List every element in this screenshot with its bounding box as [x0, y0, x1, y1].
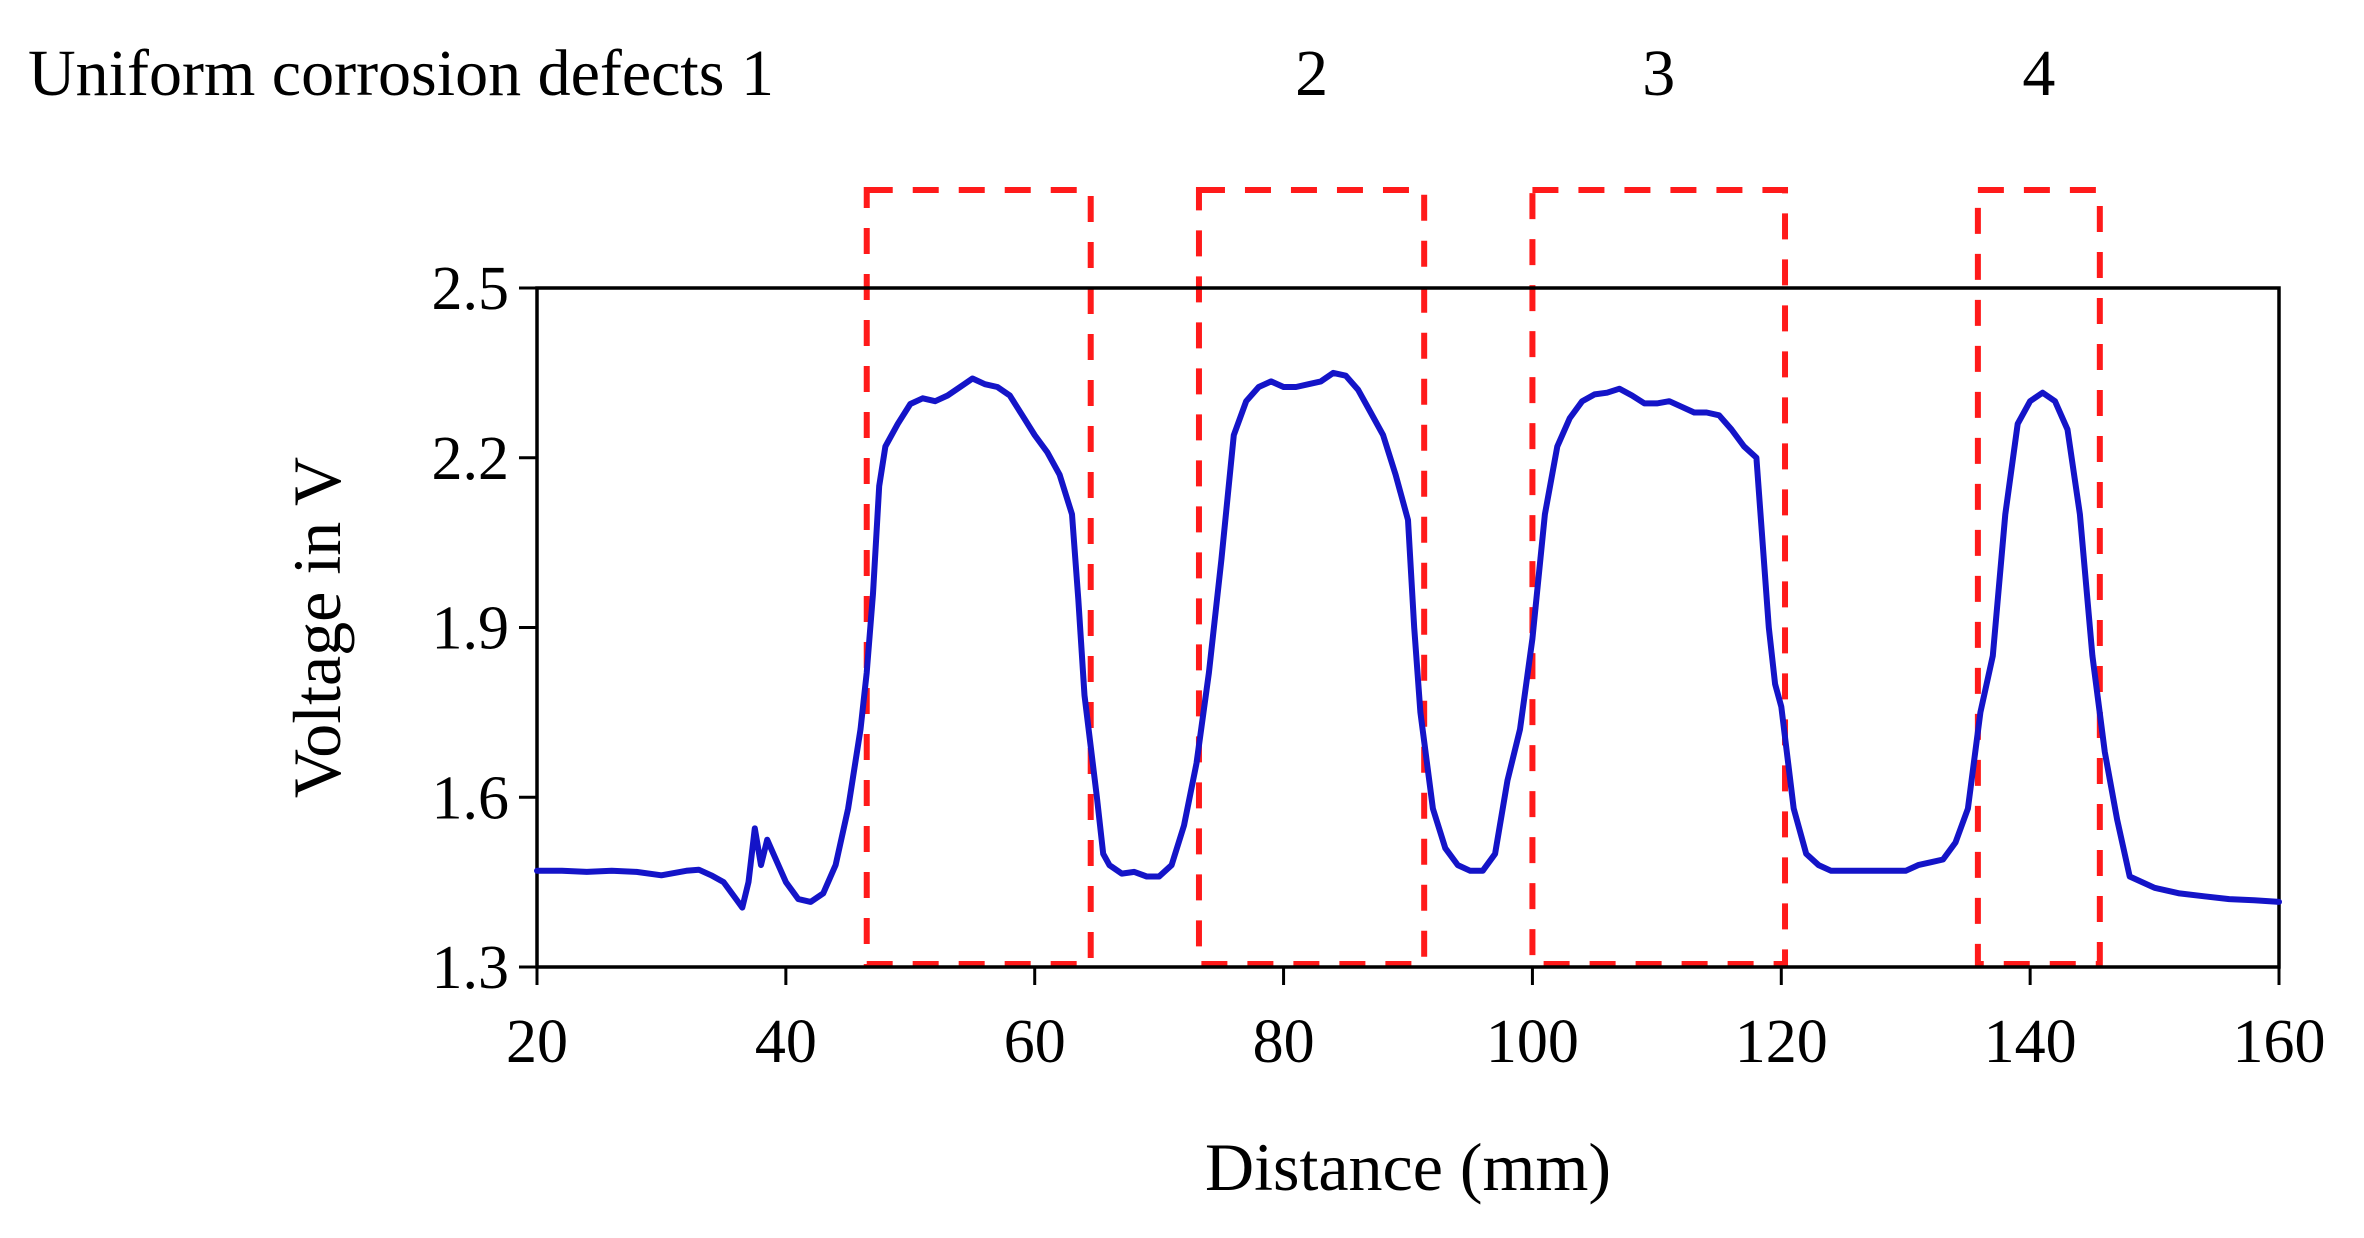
y-axis-ticks: 1.3 1.6 1.9 2.2 2.5 [432, 255, 537, 1002]
x-tick-label: 100 [1486, 1008, 1579, 1076]
chart-header-title: Uniform corrosion defects 1 [28, 37, 774, 110]
x-axis-title: Distance (mm) [1205, 1129, 1611, 1205]
defect-region-box [1529, 187, 1789, 967]
y-axis-title: Voltage in V [279, 457, 355, 798]
defect-label: 4 [2022, 37, 2055, 110]
series-line-voltage [534, 369, 2282, 911]
defect-label: 2 [1295, 37, 1328, 110]
y-tick-label: 2.2 [432, 425, 510, 493]
y-tick-label: 2.5 [432, 255, 510, 323]
defect-region-box [1195, 187, 1428, 967]
x-tick-label: 80 [1253, 1008, 1315, 1076]
x-tick-label: 60 [1004, 1008, 1066, 1076]
defect-region-box [1974, 187, 2103, 967]
x-tick-label: 20 [506, 1008, 568, 1076]
series-group [534, 369, 2282, 911]
x-tick-label: 40 [755, 1008, 817, 1076]
defect-labels: 2 3 4 [1295, 37, 2055, 110]
y-tick-label: 1.3 [432, 934, 510, 1002]
x-tick-label: 120 [1735, 1008, 1828, 1076]
defect-label: 3 [1642, 37, 1675, 110]
x-tick-label: 140 [1984, 1008, 2077, 1076]
x-tick-label: 160 [2233, 1008, 2326, 1076]
y-tick-label: 1.6 [432, 764, 510, 832]
plot-frame [535, 286, 2281, 969]
x-axis-ticks: 20 40 60 80 100 120 140 160 [506, 967, 2326, 1076]
y-tick-label: 1.9 [432, 595, 510, 663]
defect-region-box [863, 187, 1094, 967]
defect-boxes [863, 187, 2103, 967]
